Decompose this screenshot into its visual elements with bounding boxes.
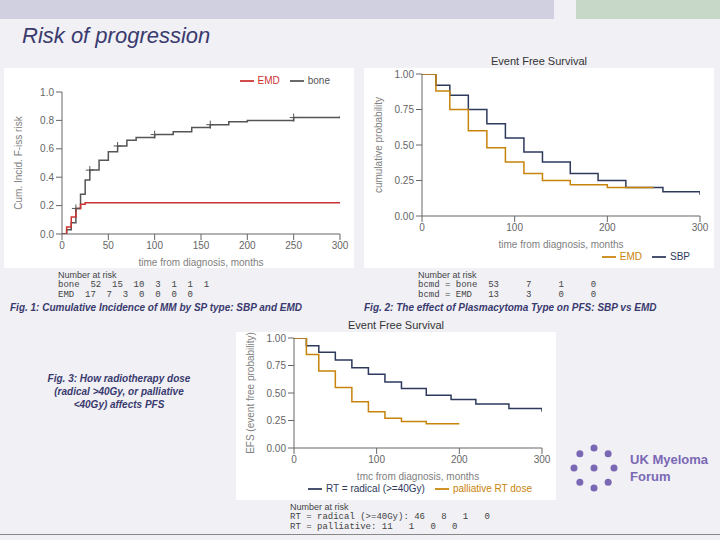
html-text:RT = radical (>=40Gy): RT = radical (>=40Gy)	[326, 482, 425, 494]
svg-text:0.0: 0.0	[40, 229, 54, 240]
svg-text:Cum. Incid. F-iss risk: Cum. Incid. F-iss risk	[13, 115, 24, 209]
html-text:RT = palliative: 11 1 0 0: RT = palliative: 11 1 0 0	[290, 522, 458, 532]
svg-text:0.00: 0.00	[267, 443, 287, 454]
svg-text:time from diagnosis, months: time from diagnosis, months	[138, 257, 263, 268]
html-text:EMD: EMD	[257, 74, 280, 86]
svg-text:100: 100	[506, 222, 523, 233]
html-text:EMD: EMD	[619, 250, 642, 262]
svg-text:0.75: 0.75	[267, 360, 287, 371]
svg-text:250: 250	[285, 240, 302, 251]
svg-text:200: 200	[451, 454, 468, 465]
svg-text:0.8: 0.8	[40, 115, 54, 126]
html-text:Risk of progression: Risk of progression	[22, 23, 211, 48]
svg-text:0.00: 0.00	[395, 211, 415, 222]
svg-text:150: 150	[193, 240, 210, 251]
html-text:(radical >40Gy, or palliative: (radical >40Gy, or palliative	[54, 386, 184, 397]
html-text:Fig. 3: How radiotherapy dose: Fig. 3: How radiotherapy dose	[47, 373, 191, 384]
html-text:Number at risk: Number at risk	[290, 502, 349, 512]
svg-text:0.25: 0.25	[395, 175, 415, 186]
svg-text:time from diagnosis, months: time from diagnosis, months	[498, 239, 623, 250]
html-text:Event Free Survival: Event Free Survival	[348, 319, 444, 331]
svg-text:1.00: 1.00	[395, 69, 415, 80]
svg-text:100: 100	[146, 240, 163, 251]
svg-text:0.50: 0.50	[395, 140, 415, 151]
html-text:bone 52 15 10 3 1 1 1: bone 52 15 10 3 1 1 1	[58, 280, 210, 290]
svg-text:0.6: 0.6	[40, 143, 54, 154]
html-text:bcmd = bone 53 7 1 0: bcmd = bone 53 7 1 0	[418, 280, 597, 290]
html-text:EMD 17 7 3 0 0 0 0: EMD 17 7 3 0 0 0 0	[58, 290, 193, 300]
svg-text:0: 0	[419, 222, 425, 233]
svg-text:0.75: 0.75	[395, 104, 415, 115]
html-text:Forum: Forum	[630, 469, 671, 484]
html-text:Fig. 1: Cumulative Incidence o: Fig. 1: Cumulative Incidence of MM by SP…	[10, 302, 303, 313]
svg-text:200: 200	[599, 222, 616, 233]
svg-text:cumulative probability: cumulative probability	[373, 97, 384, 193]
html-text:Number at risk: Number at risk	[418, 270, 477, 280]
html-text:bcmd = EMD 13 3 0 0: bcmd = EMD 13 3 0 0	[418, 290, 597, 300]
svg-text:200: 200	[239, 240, 256, 251]
svg-text:300: 300	[332, 240, 349, 251]
html-text:palliative RT dose: palliative RT dose	[452, 482, 532, 494]
svg-text:0: 0	[291, 454, 297, 465]
html-text:RT = radical (>=40Gy): 46 8 1: RT = radical (>=40Gy): 46 8 1 0	[290, 512, 490, 522]
svg-text:50: 50	[103, 240, 115, 251]
html-text:<40Gy) affects PFS: <40Gy) affects PFS	[73, 399, 165, 410]
html-text:Event Free Survival: Event Free Survival	[491, 55, 587, 67]
svg-text:EFS (event free probability): EFS (event free probability)	[245, 332, 256, 454]
svg-text:0.4: 0.4	[40, 172, 54, 183]
svg-text:0: 0	[59, 240, 65, 251]
svg-text:0.25: 0.25	[267, 415, 287, 426]
html-text:UK Myeloma: UK Myeloma	[630, 452, 708, 467]
html-text:SBP: SBP	[670, 250, 690, 262]
svg-text:1.0: 1.0	[40, 87, 54, 98]
svg-text:0.2: 0.2	[40, 200, 54, 211]
html-text:Fig. 2: The effect of Plasmacy: Fig. 2: The effect of Plasmacytoma Type …	[364, 302, 657, 313]
svg-text:1.00: 1.00	[267, 333, 287, 344]
svg-text:tmc from diagnosis, months: tmc from diagnosis, months	[357, 471, 479, 482]
html-text:bone: bone	[307, 74, 330, 86]
svg-text:300: 300	[692, 222, 709, 233]
svg-text:0.50: 0.50	[267, 388, 287, 399]
svg-text:300: 300	[534, 454, 551, 465]
html-text:Number at risk: Number at risk	[58, 270, 117, 280]
svg-text:100: 100	[368, 454, 385, 465]
